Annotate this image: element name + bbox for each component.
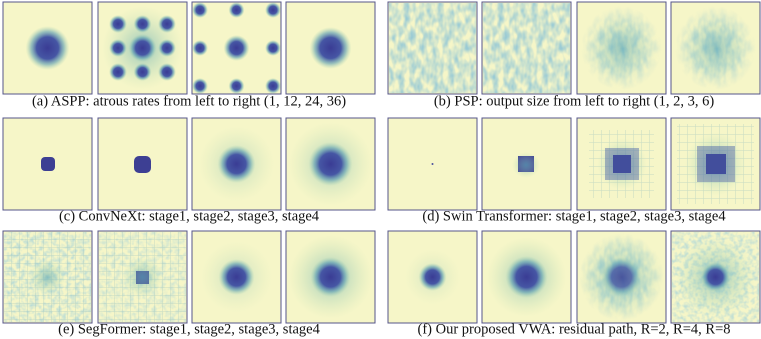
heatmap xyxy=(670,230,761,324)
heatmap xyxy=(670,117,761,211)
heatmap-g xyxy=(675,6,756,90)
heatmap xyxy=(2,230,93,324)
heatmap-circle xyxy=(310,257,351,297)
heatmap-circle xyxy=(431,163,434,165)
heatmap xyxy=(97,1,188,95)
heatmap-circle xyxy=(128,34,157,62)
heatmap-circle xyxy=(133,63,152,81)
caption: (a) ASPP: atrous rates from left to righ… xyxy=(32,93,346,109)
heatmap xyxy=(2,117,93,211)
heatmap xyxy=(285,230,376,324)
heatmap-circle xyxy=(223,35,250,61)
caption: (e) SegFormer: stage1, stage2, stage3, s… xyxy=(58,321,320,337)
heatmap-rect xyxy=(512,152,540,178)
heatmap-circle xyxy=(109,15,127,33)
heatmap-rect xyxy=(613,155,631,173)
heatmap xyxy=(576,117,667,211)
heatmap xyxy=(481,1,572,95)
heatmap-rect xyxy=(389,3,476,93)
heatmap-circle xyxy=(192,2,208,18)
heatmap-circle xyxy=(418,263,447,291)
heatmap-circle xyxy=(601,257,642,297)
heatmap-circle xyxy=(133,15,152,33)
heatmap-circle xyxy=(308,142,353,186)
heatmap xyxy=(191,230,282,324)
heatmap xyxy=(576,230,667,324)
heatmap xyxy=(670,1,761,95)
heatmap-rect xyxy=(697,146,735,182)
heatmap-circle xyxy=(158,15,176,33)
heatmap-circle xyxy=(217,145,256,183)
heatmap-circle xyxy=(265,78,281,94)
heatmap xyxy=(191,117,282,211)
heatmap xyxy=(97,230,188,324)
caption: (b) PSP: output size from left to right … xyxy=(434,93,714,109)
heatmap-rect xyxy=(706,154,726,174)
heatmap xyxy=(2,1,93,95)
heatmap xyxy=(285,1,376,95)
heatmap xyxy=(97,117,188,211)
heatmap xyxy=(191,1,282,95)
heatmap-rect xyxy=(134,156,151,173)
heatmap-rect xyxy=(675,6,756,90)
heatmap-circle xyxy=(218,259,255,295)
caption: (d) Swin Transformer: stage1, stage2, st… xyxy=(422,208,726,224)
heatmap-circle xyxy=(158,63,176,81)
heatmap xyxy=(481,117,572,211)
heatmap-rect xyxy=(581,6,662,90)
heatmap-g xyxy=(581,6,662,90)
heatmap-circle xyxy=(192,40,208,56)
heatmap-circle xyxy=(265,40,281,56)
heatmap-circle xyxy=(309,27,352,69)
heatmap-circle xyxy=(700,262,731,292)
heatmap-circle xyxy=(109,63,127,81)
heatmap-circle xyxy=(505,256,548,298)
heatmap-circle xyxy=(228,78,245,94)
caption: (f) Our proposed VWA: residual path, R=2… xyxy=(417,321,730,337)
heatmap xyxy=(481,230,572,324)
heatmap-circle xyxy=(25,26,70,70)
heatmap-circle xyxy=(109,39,127,57)
heatmap-rect xyxy=(387,117,478,211)
heatmap xyxy=(387,230,478,324)
heatmap xyxy=(387,1,478,95)
caption: (c) ConvNeXt: stage1, stage2, stage3, st… xyxy=(59,208,320,224)
heatmap-rect xyxy=(41,157,55,171)
heatmap-circle xyxy=(29,259,66,295)
heatmap xyxy=(576,1,667,95)
heatmap xyxy=(387,117,478,211)
heatmap-circle xyxy=(265,2,281,18)
heatmap xyxy=(285,117,376,211)
heatmap-rect xyxy=(483,3,570,93)
heatmap-circle xyxy=(158,39,176,57)
heatmap-rect xyxy=(605,148,639,180)
heatmap-circle xyxy=(192,78,208,94)
heatmap-circle xyxy=(228,2,245,18)
heatmap-circle xyxy=(122,257,163,297)
